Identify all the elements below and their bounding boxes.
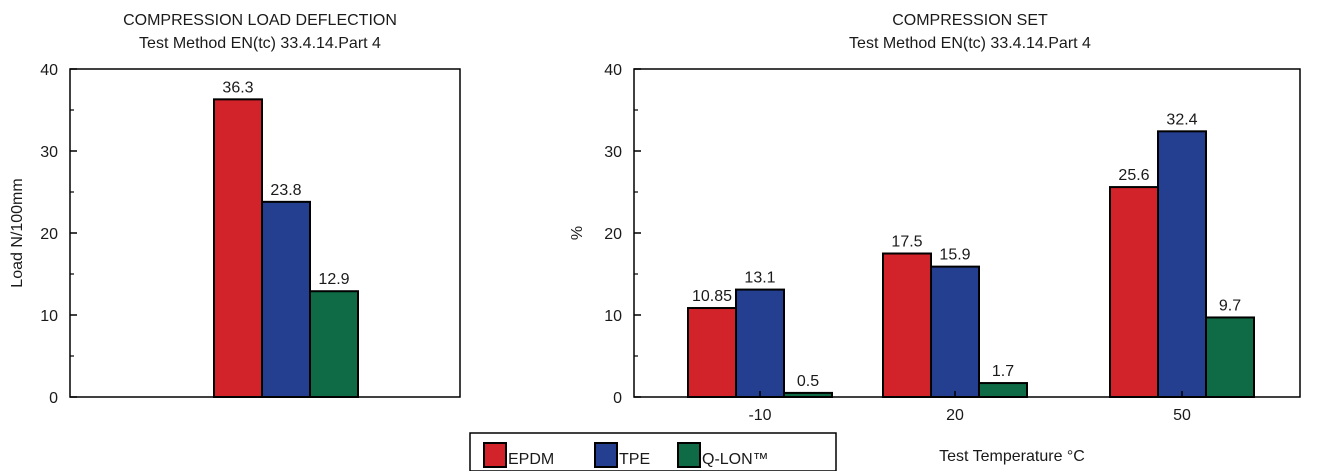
cs-xtick-label: 20 [946,407,964,424]
cs-xtick-label: 50 [1173,407,1191,424]
cld-bar-value-label: 36.3 [222,79,253,96]
cs-bar-value-label: 9.7 [1219,297,1241,314]
cs-bar-value-label: 13.1 [744,270,775,287]
cld-ytick-label: 40 [40,62,58,79]
legend-swatch-epdm [483,442,507,468]
cs-x-axis-label: Test Temperature °C [939,448,1085,465]
cld-ytick-label: 30 [40,144,58,161]
cs-y-axis-label: % [569,226,586,240]
cld-ytick-label: 0 [49,390,58,407]
legend-label: EPDM [508,451,554,468]
legend-swatch-tpe [594,442,618,468]
cld-ytick-label: 20 [40,226,58,243]
cs-bar-epdm-1 [882,252,932,398]
cs-bar-qlon-0 [783,391,833,398]
cs-ytick-label: 0 [613,390,622,407]
cld-chart-subtitle: Test Method EN(tc) 33.4.14.Part 4 [139,35,381,52]
cs-bar-value-label: 25.6 [1118,167,1149,184]
cs-bar-value-label: 10.85 [692,288,732,305]
cs-bar-value-label: 17.5 [891,234,922,251]
legend-swatch-qlon [677,442,701,468]
cld-bar-qlon-0 [309,290,359,398]
legend-label: Q-LON™ [702,451,769,468]
cld-bar-value-label: 23.8 [270,182,301,199]
cld-chart-title: COMPRESSION LOAD DEFLECTION [123,12,397,29]
cld-bar-tpe-0 [261,200,311,398]
cs-bar-value-label: 15.9 [939,247,970,264]
legend-label: TPE [619,451,650,468]
cs-bar-epdm-2 [1109,186,1159,398]
cs-ytick-label: 10 [604,308,622,325]
cs-bar-qlon-1 [978,382,1028,398]
cs-chart-title: COMPRESSION SET [892,12,1048,29]
cs-bar-value-label: 1.7 [992,363,1014,380]
cs-bar-value-label: 32.4 [1166,111,1197,128]
cs-ytick-label: 20 [604,226,622,243]
cs-ytick-label: 40 [604,62,622,79]
cld-ytick-label: 10 [40,308,58,325]
cld-bar-value-label: 12.9 [318,271,349,288]
cld-y-axis-label: Load N/100mm [9,178,26,287]
cs-chart-subtitle: Test Method EN(tc) 33.4.14.Part 4 [849,35,1091,52]
cs-bar-tpe-0 [735,288,785,398]
cld-bar-epdm-0 [213,98,263,398]
cs-xtick-label: -10 [748,407,771,424]
cs-bar-tpe-1 [930,265,980,398]
cs-ytick-label: 30 [604,144,622,161]
cs-bar-tpe-2 [1157,130,1207,398]
cs-bar-qlon-2 [1205,316,1255,398]
cs-bar-epdm-0 [687,307,737,398]
cs-bar-value-label: 0.5 [797,373,819,390]
